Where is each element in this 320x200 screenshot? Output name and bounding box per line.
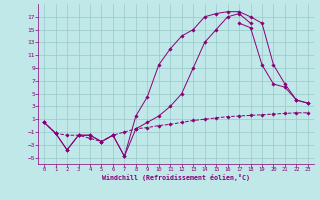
- X-axis label: Windchill (Refroidissement éolien,°C): Windchill (Refroidissement éolien,°C): [102, 174, 250, 181]
